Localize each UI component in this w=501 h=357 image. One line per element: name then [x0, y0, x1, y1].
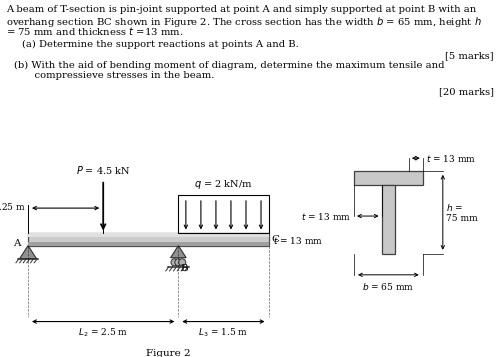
Bar: [178, 195, 269, 233]
Text: (a) Determine the support reactions at points A and B.: (a) Determine the support reactions at p…: [22, 40, 299, 49]
Bar: [28, 233, 269, 237]
Circle shape: [175, 259, 182, 266]
Text: A beam of T-section is pin-joint supported at point A and simply supported at po: A beam of T-section is pin-joint support…: [6, 5, 476, 14]
Circle shape: [171, 259, 178, 266]
Text: $t$ = 13 mm: $t$ = 13 mm: [426, 153, 476, 164]
FancyBboxPatch shape: [28, 233, 269, 246]
Polygon shape: [20, 246, 37, 259]
Text: compressieve stresses in the beam.: compressieve stresses in the beam.: [22, 71, 214, 80]
Polygon shape: [170, 246, 186, 258]
Text: $P$ = 4.5 kN: $P$ = 4.5 kN: [76, 164, 131, 176]
Text: A: A: [14, 239, 21, 248]
Text: [20 marks]: [20 marks]: [439, 87, 494, 96]
Text: B: B: [180, 264, 188, 273]
Text: [5 marks]: [5 marks]: [445, 51, 494, 60]
Text: (b) With the aid of bending moment of diagram, determine the maximum tensile and: (b) With the aid of bending moment of di…: [14, 61, 444, 70]
Text: = 75 mm and thickness $t$ =13 mm.: = 75 mm and thickness $t$ =13 mm.: [6, 25, 183, 37]
Text: $L_1$ =1.25 m: $L_1$ =1.25 m: [0, 202, 26, 214]
Text: Figure 2: Figure 2: [146, 349, 191, 357]
Text: $h$ =
75 mm: $h$ = 75 mm: [446, 202, 477, 223]
Text: $L_3$ = 1.5 m: $L_3$ = 1.5 m: [198, 327, 248, 339]
Bar: [354, 171, 423, 185]
Bar: [28, 242, 269, 246]
Text: overhang section BC shown in Figure 2. The cross section has the width $b$ = 65 : overhang section BC shown in Figure 2. T…: [6, 15, 482, 29]
Text: $b$ = 65 mm: $b$ = 65 mm: [362, 281, 414, 292]
Text: C: C: [272, 235, 280, 244]
Bar: [382, 185, 395, 254]
Text: $t$ = 13 mm: $t$ = 13 mm: [273, 235, 323, 246]
Circle shape: [179, 259, 186, 266]
Text: $L_2$ = 2.5 m: $L_2$ = 2.5 m: [78, 327, 128, 339]
Text: $q$ = 2 kN/m: $q$ = 2 kN/m: [194, 178, 253, 191]
Text: $t$ = 13 mm: $t$ = 13 mm: [301, 211, 351, 222]
